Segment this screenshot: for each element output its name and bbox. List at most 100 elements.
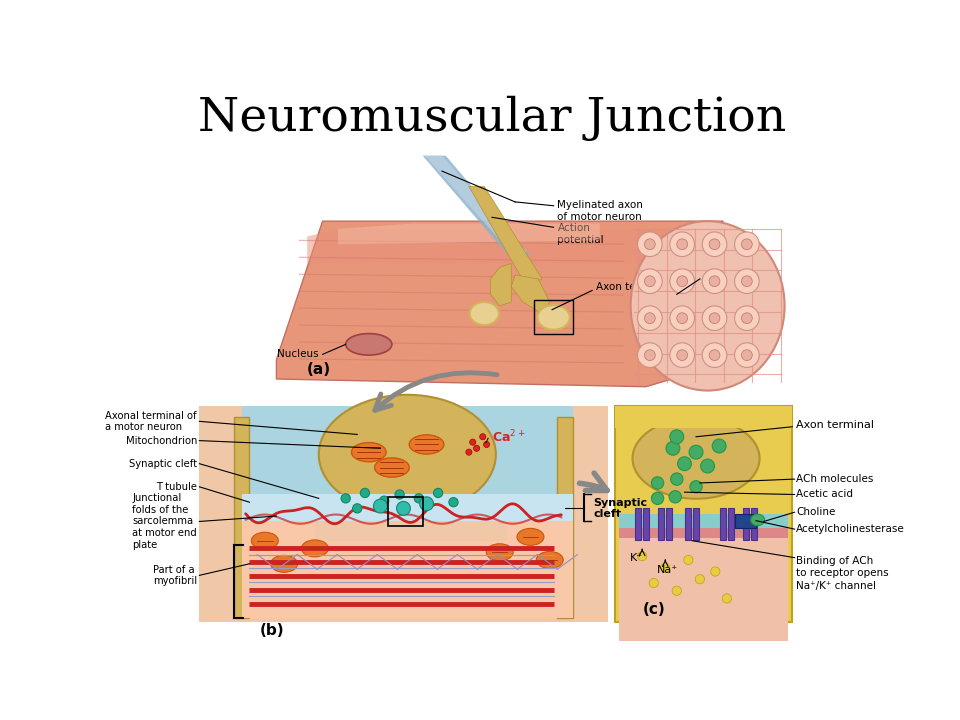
Bar xyxy=(734,514,756,528)
Circle shape xyxy=(722,594,732,603)
Circle shape xyxy=(473,445,480,451)
Circle shape xyxy=(709,350,720,361)
Text: Synaptic cleft: Synaptic cleft xyxy=(129,459,197,469)
Circle shape xyxy=(637,232,662,256)
Bar xyxy=(615,406,792,621)
Circle shape xyxy=(734,343,759,367)
Text: T tubule: T tubule xyxy=(156,482,197,492)
Bar xyxy=(743,508,749,540)
Text: Sarcolemma
of the
muscle fiber: Sarcolemma of the muscle fiber xyxy=(704,274,769,307)
Circle shape xyxy=(652,492,663,505)
Circle shape xyxy=(702,306,727,330)
Circle shape xyxy=(712,439,726,453)
Bar xyxy=(242,406,573,533)
Circle shape xyxy=(677,276,687,287)
Circle shape xyxy=(695,575,705,584)
Circle shape xyxy=(741,312,753,323)
Text: Nucleus: Nucleus xyxy=(277,348,319,359)
Bar xyxy=(636,508,641,540)
Text: (c): (c) xyxy=(642,603,665,618)
Circle shape xyxy=(652,477,663,489)
Bar xyxy=(558,418,573,618)
Circle shape xyxy=(396,501,410,516)
Circle shape xyxy=(734,232,759,256)
Ellipse shape xyxy=(633,418,759,499)
Circle shape xyxy=(690,481,702,493)
Circle shape xyxy=(741,350,753,361)
Circle shape xyxy=(734,306,759,330)
Ellipse shape xyxy=(409,435,444,454)
Text: Ca$^{2+}$: Ca$^{2+}$ xyxy=(492,428,525,445)
Bar xyxy=(728,508,733,540)
Circle shape xyxy=(702,269,727,294)
Bar xyxy=(315,495,508,541)
Text: Neuromuscular Junction: Neuromuscular Junction xyxy=(198,96,786,141)
Circle shape xyxy=(741,239,753,250)
Text: Action
potential: Action potential xyxy=(558,223,604,245)
Bar xyxy=(242,521,573,618)
Circle shape xyxy=(420,497,434,510)
Text: Myelinated axon
of motor neuron: Myelinated axon of motor neuron xyxy=(558,200,643,222)
Polygon shape xyxy=(512,275,550,313)
Polygon shape xyxy=(338,223,600,244)
Ellipse shape xyxy=(319,395,496,514)
Ellipse shape xyxy=(537,552,564,568)
Circle shape xyxy=(469,439,476,445)
Polygon shape xyxy=(425,156,527,260)
Bar xyxy=(643,508,649,540)
Circle shape xyxy=(702,232,727,256)
Circle shape xyxy=(702,343,727,367)
Text: Binding of ACh
to receptor opens
Na⁺/K⁺ channel: Binding of ACh to receptor opens Na⁺/K⁺ … xyxy=(796,556,889,591)
Bar xyxy=(685,508,691,540)
Text: Acetic acid: Acetic acid xyxy=(796,490,853,500)
Circle shape xyxy=(360,488,370,498)
Ellipse shape xyxy=(252,532,278,549)
Circle shape xyxy=(637,343,662,367)
Circle shape xyxy=(701,459,714,473)
Polygon shape xyxy=(422,156,531,264)
Circle shape xyxy=(709,276,720,287)
Ellipse shape xyxy=(301,540,328,557)
Bar xyxy=(615,406,792,428)
Bar xyxy=(751,508,756,540)
Circle shape xyxy=(644,312,656,323)
Polygon shape xyxy=(276,221,723,387)
Bar xyxy=(234,418,250,618)
Text: Synaptic
cleft: Synaptic cleft xyxy=(593,498,648,519)
Circle shape xyxy=(689,445,703,459)
Circle shape xyxy=(434,488,443,498)
Circle shape xyxy=(449,498,458,507)
Polygon shape xyxy=(307,229,723,264)
Circle shape xyxy=(466,449,472,455)
Text: Axon terminal: Axon terminal xyxy=(596,282,669,292)
Circle shape xyxy=(484,441,490,448)
Circle shape xyxy=(660,563,670,572)
Polygon shape xyxy=(468,186,542,287)
Circle shape xyxy=(644,276,656,287)
Text: Mitochondrion: Mitochondrion xyxy=(126,436,197,446)
Circle shape xyxy=(677,312,687,323)
Circle shape xyxy=(741,276,753,287)
Circle shape xyxy=(670,343,694,367)
Circle shape xyxy=(637,306,662,330)
Bar xyxy=(535,300,573,334)
Text: (b): (b) xyxy=(260,624,285,639)
Bar xyxy=(619,528,788,539)
Circle shape xyxy=(710,567,720,576)
Circle shape xyxy=(677,350,687,361)
Circle shape xyxy=(395,490,404,499)
Circle shape xyxy=(684,555,693,564)
Polygon shape xyxy=(491,264,512,306)
Ellipse shape xyxy=(631,221,784,390)
Text: K⁺: K⁺ xyxy=(630,554,643,564)
Ellipse shape xyxy=(346,333,392,355)
Text: Na⁺: Na⁺ xyxy=(657,565,678,575)
Text: Junctional
folds of the
sarcolemma
at motor end
plate: Junctional folds of the sarcolemma at mo… xyxy=(132,493,197,549)
Ellipse shape xyxy=(538,305,570,330)
Text: Axonal terminal of
a motor neuron: Axonal terminal of a motor neuron xyxy=(106,410,197,432)
Circle shape xyxy=(373,499,387,513)
Circle shape xyxy=(379,496,389,505)
Circle shape xyxy=(644,350,656,361)
Bar xyxy=(666,508,672,540)
Circle shape xyxy=(670,232,694,256)
